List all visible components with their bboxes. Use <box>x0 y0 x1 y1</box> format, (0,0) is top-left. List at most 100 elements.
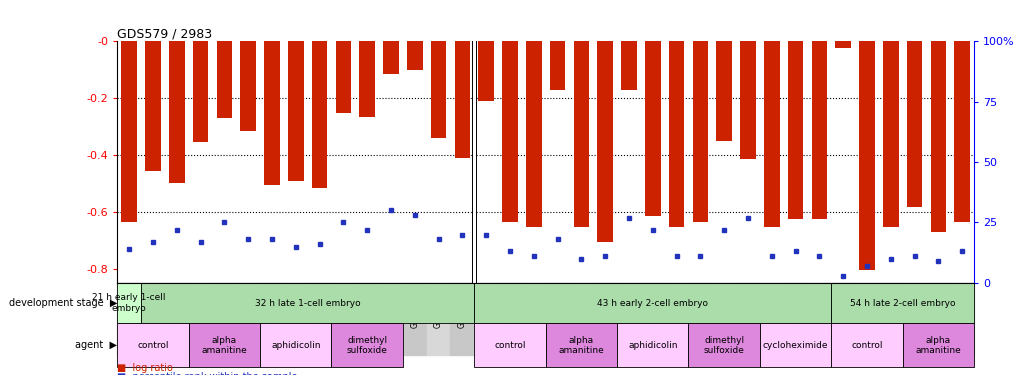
Bar <box>902 283 925 356</box>
Bar <box>950 283 973 356</box>
Bar <box>522 283 545 356</box>
Bar <box>355 283 379 356</box>
Bar <box>711 283 736 356</box>
Text: aphidicolin: aphidicolin <box>628 341 677 350</box>
Bar <box>141 283 165 356</box>
Bar <box>715 41 732 141</box>
Bar <box>193 41 208 142</box>
Bar <box>763 41 779 228</box>
Bar <box>331 323 403 368</box>
Text: control: control <box>494 341 525 350</box>
Bar <box>688 283 711 356</box>
Bar <box>117 323 189 368</box>
Bar <box>383 41 398 74</box>
Bar <box>906 41 921 207</box>
Bar <box>759 283 783 356</box>
Text: 21 h early 1-cell
embryo: 21 h early 1-cell embryo <box>93 293 166 313</box>
Text: agent  ▶: agent ▶ <box>75 340 117 350</box>
Bar <box>283 283 308 356</box>
Bar <box>260 283 283 356</box>
Bar <box>308 283 331 356</box>
Bar <box>854 283 878 356</box>
Bar <box>117 283 141 323</box>
Bar <box>472 41 476 283</box>
Bar <box>858 41 874 270</box>
Bar <box>189 283 212 356</box>
Bar <box>165 283 189 356</box>
Bar <box>640 283 664 356</box>
Text: control: control <box>851 341 881 350</box>
Bar <box>501 41 518 222</box>
Bar <box>664 283 688 356</box>
Bar <box>830 283 973 323</box>
Bar <box>787 41 803 219</box>
Text: ■  percentile rank within the sample: ■ percentile rank within the sample <box>117 372 298 375</box>
Bar <box>145 41 161 171</box>
Bar <box>882 41 898 228</box>
Bar <box>759 323 830 368</box>
Bar <box>783 283 807 356</box>
Bar <box>426 283 450 356</box>
Text: control: control <box>138 341 168 350</box>
Bar <box>478 41 493 101</box>
Bar <box>545 323 616 368</box>
Text: alpha
amanitine: alpha amanitine <box>558 336 603 355</box>
Bar <box>549 41 565 90</box>
Bar <box>169 41 184 183</box>
Text: dimethyl
sulfoxide: dimethyl sulfoxide <box>346 336 387 355</box>
Bar <box>450 283 474 356</box>
Bar <box>736 283 759 356</box>
Text: dimethyl
sulfoxide: dimethyl sulfoxide <box>703 336 744 355</box>
Bar <box>312 41 327 188</box>
Bar <box>954 41 969 222</box>
Text: aphidicolin: aphidicolin <box>271 341 320 350</box>
Bar <box>454 41 470 158</box>
Bar <box>878 283 902 356</box>
Bar <box>141 283 474 323</box>
Bar <box>807 283 830 356</box>
Bar <box>474 283 830 323</box>
Bar <box>573 41 589 228</box>
Text: cycloheximide: cycloheximide <box>762 341 827 350</box>
Bar <box>593 283 616 356</box>
Bar <box>403 283 426 356</box>
Bar <box>287 41 304 181</box>
Bar <box>616 323 688 368</box>
Bar <box>929 41 946 232</box>
Text: ■  log ratio: ■ log ratio <box>117 363 173 373</box>
Bar <box>212 283 236 356</box>
Bar <box>621 41 636 90</box>
Bar <box>811 41 826 219</box>
Bar <box>902 323 973 368</box>
Text: GDS579 / 2983: GDS579 / 2983 <box>117 27 212 40</box>
Bar <box>335 41 351 113</box>
Bar <box>117 283 141 356</box>
Bar <box>597 41 612 242</box>
Bar <box>692 41 707 222</box>
Bar <box>474 323 545 368</box>
Bar <box>688 323 759 368</box>
Bar <box>497 283 522 356</box>
Bar <box>264 41 279 185</box>
Text: 32 h late 1-cell embryo: 32 h late 1-cell embryo <box>255 298 360 307</box>
Bar <box>835 41 850 48</box>
Bar <box>545 283 569 356</box>
Bar <box>331 283 355 356</box>
Bar <box>189 323 260 368</box>
Text: development stage  ▶: development stage ▶ <box>9 298 117 308</box>
Text: 54 h late 2-cell embryo: 54 h late 2-cell embryo <box>849 298 955 307</box>
Text: alpha
amanitine: alpha amanitine <box>915 336 960 355</box>
Text: 43 h early 2-cell embryo: 43 h early 2-cell embryo <box>597 298 707 307</box>
Bar <box>260 323 331 368</box>
Bar <box>359 41 375 117</box>
Bar <box>569 283 593 356</box>
Bar <box>925 283 950 356</box>
Bar <box>407 41 422 70</box>
Bar <box>830 323 902 368</box>
Bar <box>474 283 497 356</box>
Bar <box>740 41 755 159</box>
Bar <box>379 283 403 356</box>
Bar <box>240 41 256 131</box>
Bar <box>830 283 854 356</box>
Text: alpha
amanitine: alpha amanitine <box>202 336 247 355</box>
